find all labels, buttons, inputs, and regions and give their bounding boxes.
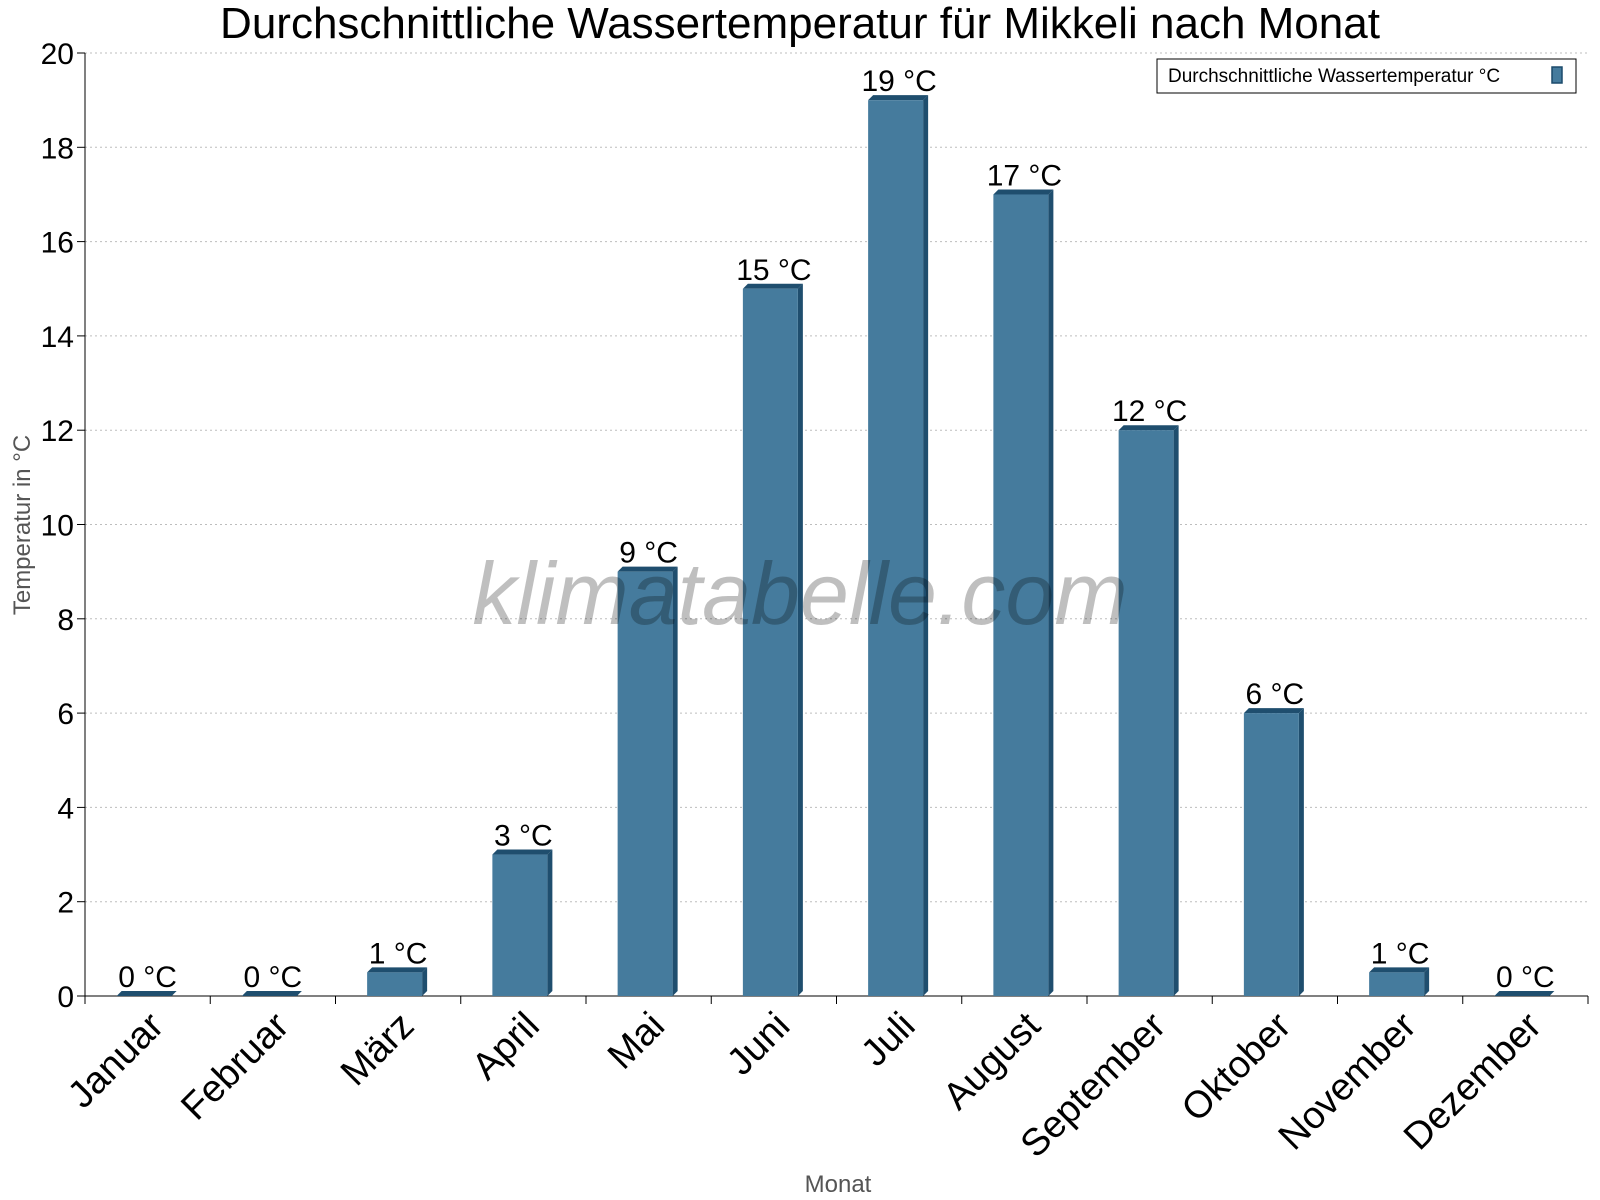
legend: Durchschnittliche Wassertemperatur °C [1156,58,1577,94]
data-label: 9 °C [619,537,678,570]
bar [1243,708,1304,996]
x-tick-labels: Januar Februar März April Mai Juni Juli AugustS… [60,1004,1550,1165]
bar [993,189,1054,996]
bar-top [1243,708,1304,714]
y-tick-label: 4 [57,792,74,825]
bar-side [1048,189,1054,996]
y-tick-label: 12 [41,415,74,448]
x-tick-label: Juni [719,1005,798,1084]
x-tick-label: Oktober [1174,1004,1300,1130]
bar-face [742,288,798,996]
y-tick-label: 6 [57,698,74,731]
legend-box [1156,58,1577,94]
x-tick-label: Juli [853,1005,923,1075]
bar-top [1494,991,1555,996]
bar-face [1369,972,1425,996]
x-tick-label: März [333,1005,422,1094]
x-tick-label: April [464,1005,547,1088]
legend-label: Durchschnittliche Wassertemperatur °C [1168,66,1500,87]
bar-face [1243,713,1299,996]
data-labels: 0 °C 0 °C 1 °C 3 °C 9 °C 15 °C 19 °C 17 °C 12 °C… [118,65,1554,994]
bar-side [672,566,678,996]
bar-top [367,967,428,973]
bar [241,991,302,996]
bar-top [868,95,929,101]
data-label: 17 °C [987,159,1062,192]
bar-top [1369,967,1430,973]
bar [1369,967,1430,996]
x-axis-label: Monat [805,1171,872,1198]
bar [367,967,428,996]
bar-top [742,283,803,289]
y-tick-label: 14 [41,321,74,354]
bar-top [241,991,302,996]
y-tick-label: 10 [41,510,74,543]
data-label: 12 °C [1112,395,1187,428]
bar-side [797,283,803,996]
axes [77,52,1589,1004]
grid [85,52,1588,903]
watermark: klimatabelle.com [472,544,1127,643]
data-label: 15 °C [736,254,811,287]
bars [116,95,1555,996]
bar-face [617,571,673,996]
bar [617,566,678,996]
bar-side [1173,425,1179,996]
x-tick-label: Dezember [1396,1004,1550,1158]
bar [742,283,803,996]
bar [1494,991,1555,996]
bar-top [116,991,177,996]
bar-face [868,100,924,996]
data-label: 1 °C [1371,937,1430,970]
x-tick-label: Mai [600,1005,673,1078]
data-label: 19 °C [861,65,936,98]
data-label: 3 °C [494,820,553,853]
y-tick-label: 0 [57,981,74,1014]
bar [868,95,929,996]
data-label: 6 °C [1246,678,1305,711]
chart-title: Durchschnittliche Wassertemperatur für M… [220,0,1380,48]
y-tick-labels: 0 2 4 6 8 10 12 14 16 18 20 [41,38,74,1014]
bar-top [617,566,678,572]
y-tick-label: 20 [41,38,74,71]
bar-side [1424,967,1430,996]
bar-side [923,95,929,996]
bar-side [547,849,553,996]
data-label: 0 °C [118,961,177,994]
data-label: 1 °C [369,937,428,970]
bar-side [422,967,428,996]
y-axis-label: Temperatur in °C [9,435,36,615]
bar-top [492,849,553,855]
y-tick-label: 16 [41,227,74,260]
data-label: 0 °C [1496,961,1555,994]
bar [116,991,177,996]
data-label: 0 °C [244,961,303,994]
bar [492,849,553,996]
bar-face [492,854,548,996]
x-tick-label: Januar [60,1004,172,1116]
y-tick-label: 2 [57,887,74,920]
bar-top [1118,425,1179,431]
y-tick-label: 8 [57,604,74,637]
x-tick-label: August [935,1004,1049,1118]
bar-face [1118,430,1174,996]
bar [1118,425,1179,996]
y-tick-label: 18 [41,132,74,165]
x-tick-label: Februar [173,1004,297,1128]
bar-top [993,189,1054,195]
legend-swatch [1551,66,1563,84]
bar-face [367,972,423,996]
bar-face [993,194,1049,996]
bar-side [1298,708,1304,996]
